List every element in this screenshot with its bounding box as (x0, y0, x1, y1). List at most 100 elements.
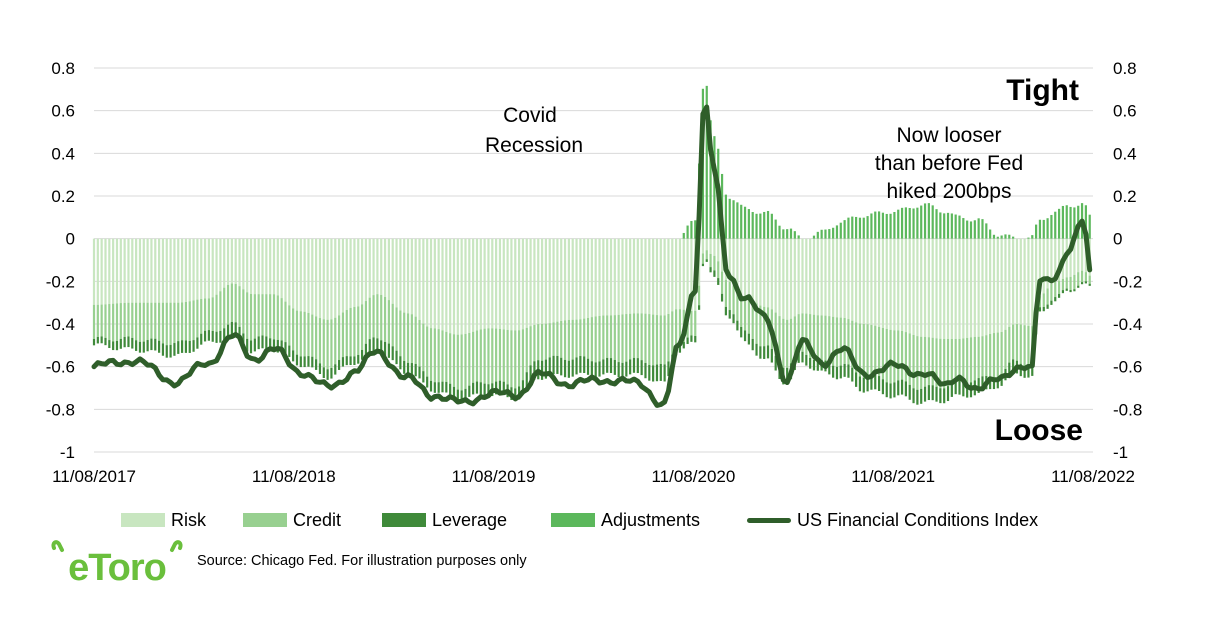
bar-risk (812, 238, 816, 315)
bar-leverage (376, 338, 379, 354)
x-tick-label: 11/08/2020 (651, 467, 735, 486)
bar-adjustments (989, 229, 992, 239)
etoro-logo-mark: eToro (51, 540, 183, 586)
bar-risk (410, 238, 413, 315)
bar-credit (690, 311, 693, 336)
bar-adjustments (832, 227, 835, 239)
bar-leverage (230, 321, 233, 335)
bar-risk (893, 238, 896, 331)
bar-leverage (828, 363, 831, 375)
bar-credit (292, 308, 295, 351)
bar-leverage (556, 355, 559, 374)
index-line-group (91, 104, 1093, 408)
bar-credit (1027, 325, 1030, 367)
bar-leverage (847, 364, 850, 378)
bar-adjustments (835, 225, 839, 239)
bar-leverage (927, 385, 930, 401)
bar-risk (158, 238, 161, 303)
bar-credit (406, 313, 410, 363)
bar-leverage (560, 357, 563, 376)
bar-credit (418, 320, 421, 367)
bar-leverage (877, 376, 881, 391)
bar-risk (636, 238, 639, 314)
bar-risk (372, 238, 375, 296)
bar-leverage (272, 339, 276, 353)
y-axis-right: 0.8 0.6 0.4 0.2 0 -0.2 -0.4 -0.6 -0.8 -1 (1113, 59, 1142, 462)
x-tick-label: 11/08/2021 (851, 467, 935, 486)
bar-credit (992, 333, 996, 378)
bar-credit (927, 337, 930, 386)
bar-risk (682, 238, 685, 310)
bar-credit (135, 302, 138, 341)
bar-leverage (816, 360, 819, 371)
bar-leverage (441, 381, 444, 393)
bar-credit (843, 317, 846, 364)
bar-credit (108, 304, 111, 341)
y-tick-label-left: 0.6 (51, 102, 75, 121)
bar-risk (475, 238, 479, 331)
bar-credit (487, 328, 490, 385)
bar-credit (510, 330, 513, 388)
bar-risk (272, 238, 276, 295)
bar-risk (391, 238, 394, 304)
bar-credit (675, 309, 678, 349)
bar-adjustments (874, 211, 877, 239)
bar-leverage (659, 363, 662, 381)
bar-risk (575, 238, 578, 320)
bar-adjustments (1069, 206, 1072, 239)
bar-leverage (632, 357, 636, 373)
bar-risk (456, 238, 459, 335)
bar-risk (885, 238, 888, 329)
bar-risk (839, 238, 842, 318)
bar-risk (743, 238, 747, 299)
bar-leverage (931, 385, 934, 401)
bar-risk (161, 238, 165, 303)
bar-adjustments (943, 213, 946, 239)
bar-credit (847, 319, 850, 365)
bar-leverage (977, 378, 980, 393)
bar-leverage (391, 346, 394, 361)
bar-adjustments (1073, 207, 1076, 239)
bar-risk (927, 238, 930, 338)
legend-swatch-index (747, 517, 791, 523)
bar-risk (992, 238, 996, 334)
bar-risk (135, 238, 138, 303)
bar-leverage (533, 361, 536, 380)
bar-credit (548, 323, 551, 358)
bar-risk (483, 238, 486, 329)
bar-credit (303, 311, 306, 357)
bar-credit (253, 294, 256, 339)
bar-leverage (334, 364, 337, 375)
bar-credit (889, 329, 892, 384)
bar-risk (594, 238, 597, 317)
bar-leverage (261, 335, 264, 349)
bar-risk (946, 238, 950, 339)
bar-risk (380, 238, 383, 295)
bar-leverage (652, 365, 655, 382)
bar-adjustments (1004, 234, 1007, 239)
bar-risk (92, 238, 96, 305)
bar-leverage (946, 386, 950, 402)
bar-leverage (368, 339, 371, 353)
bar-risk (414, 238, 417, 317)
bar-credit (177, 302, 180, 342)
bar-credit (763, 306, 766, 347)
bar-credit (318, 318, 322, 364)
bar-credit (851, 320, 854, 368)
bar-credit (740, 296, 743, 327)
bar-adjustments (686, 225, 689, 239)
bar-risk (1012, 238, 1015, 325)
bar-adjustments (1050, 214, 1053, 239)
bar-leverage (315, 359, 318, 370)
bar-risk (617, 238, 620, 315)
bar-leverage (1088, 283, 1091, 286)
bar-adjustments (1046, 218, 1049, 239)
x-tick-label: 11/08/2022 (1051, 467, 1135, 486)
bar-adjustments (931, 205, 934, 239)
bar-risk (1031, 238, 1034, 327)
y-tick-label-right: -0.6 (1113, 358, 1142, 377)
bar-risk (238, 238, 241, 287)
bar-risk (460, 238, 463, 335)
bar-risk (383, 238, 387, 297)
bar-credit (962, 338, 965, 382)
